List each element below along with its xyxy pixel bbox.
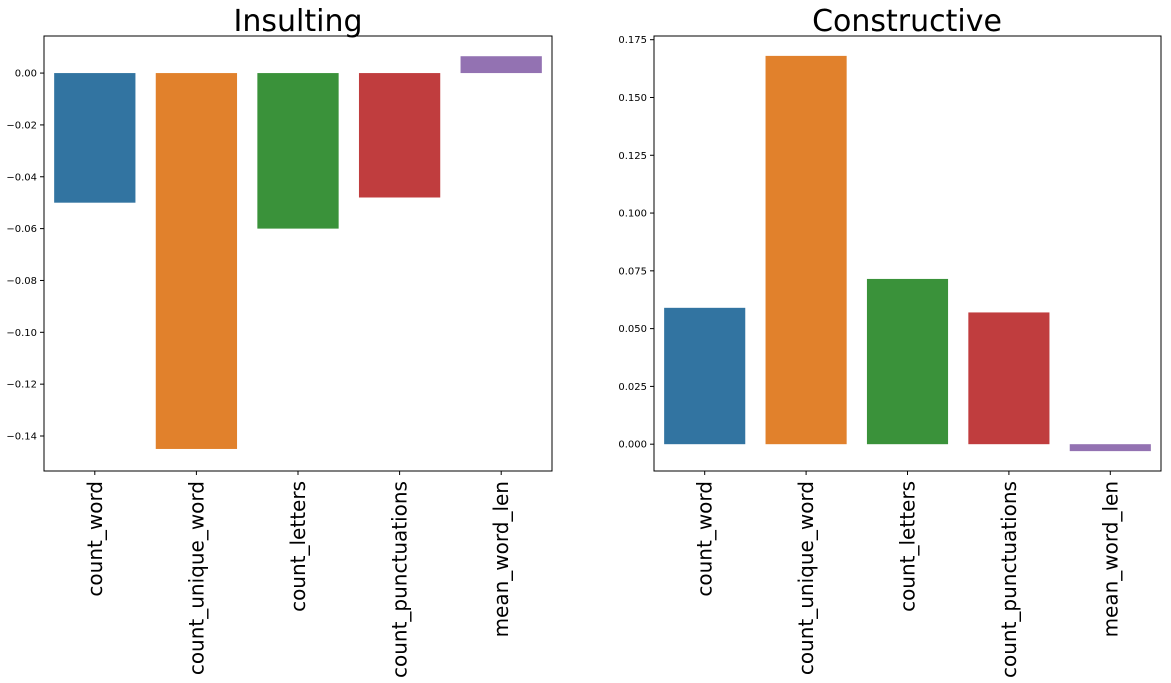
y-tick-label: 0.075 bbox=[618, 266, 647, 277]
y-tick-label: −0.08 bbox=[6, 276, 37, 287]
bar-count-letters bbox=[866, 278, 949, 445]
chart-title-constructive: Constructive bbox=[812, 4, 1002, 39]
chart-insulting: Insulting 0.00 −0.02 −0.04 −0.06 −0.08 −0.10 −… bbox=[6, 4, 553, 678]
x-tick-label: count_letters bbox=[286, 481, 310, 612]
bar-count-unique-word bbox=[155, 73, 238, 449]
y-tick-label: −0.02 bbox=[6, 120, 37, 131]
x-tick-label: mean_word_len bbox=[1098, 481, 1122, 637]
y-tick-label: 0.175 bbox=[618, 35, 647, 46]
bar-mean-word-len bbox=[460, 56, 542, 74]
x-tick-label: count_punctuations bbox=[388, 481, 412, 678]
y-tick-label: 0.150 bbox=[618, 93, 647, 104]
y-tick-label: 0.000 bbox=[618, 440, 647, 451]
y-tick-label: −0.04 bbox=[6, 172, 37, 183]
y-tick-label: 0.100 bbox=[618, 209, 647, 220]
y-tick-label: −0.06 bbox=[6, 224, 37, 235]
y-tick-label: 0.050 bbox=[618, 324, 647, 335]
bar-count-word bbox=[664, 307, 746, 445]
x-tick-label: count_word bbox=[693, 481, 717, 597]
x-tick-label: count_unique_word bbox=[184, 481, 208, 675]
bar-count-word bbox=[54, 73, 136, 203]
chart-constructive: Constructive 0.000 0.025 0.050 0.075 0.100 0.… bbox=[618, 4, 1162, 678]
y-tick-label: 0.125 bbox=[618, 151, 647, 162]
x-tick-label: count_unique_word bbox=[794, 481, 818, 675]
x-tick-label: mean_word_len bbox=[489, 481, 513, 637]
y-tick-label: −0.10 bbox=[6, 328, 37, 339]
bar-count-punctuations bbox=[968, 312, 1050, 445]
y-tick-label: 0.025 bbox=[618, 382, 647, 393]
x-tick-label: count_punctuations bbox=[997, 481, 1021, 678]
chart-title-insulting: Insulting bbox=[234, 4, 363, 39]
x-tick-label: count_letters bbox=[896, 481, 920, 612]
y-tick-label: 0.00 bbox=[15, 69, 37, 80]
bar-mean-word-len bbox=[1069, 444, 1151, 452]
x-tick-label: count_word bbox=[83, 481, 107, 597]
y-tick-label: −0.14 bbox=[6, 432, 37, 443]
bar-count-punctuations bbox=[358, 73, 441, 198]
bar-count-unique-word bbox=[765, 55, 847, 445]
y-tick-label: −0.12 bbox=[6, 380, 37, 391]
bar-count-letters bbox=[257, 73, 339, 229]
